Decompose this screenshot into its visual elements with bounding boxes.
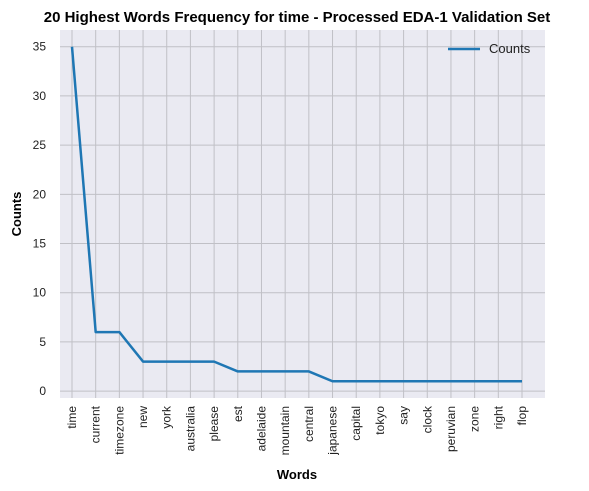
x-tick-labels: time current timezone new york australia pleas… [65, 405, 529, 456]
x-tick-label: current [89, 405, 103, 443]
y-tick-label: 15 [33, 237, 47, 251]
y-tick-label: 10 [33, 286, 47, 300]
x-tick-label: mountain [278, 406, 292, 455]
y-tick-label: 0 [39, 384, 46, 398]
y-tick-labels: 0 5 10 15 20 25 30 35 [33, 40, 47, 398]
y-tick-label: 25 [33, 138, 47, 152]
x-tick-label: adelaide [254, 406, 268, 452]
x-tick-label: right [491, 405, 505, 429]
y-axis-label: Counts [9, 192, 24, 237]
legend-label-counts: Counts [489, 41, 531, 56]
y-tick-label: 20 [33, 187, 47, 201]
chart-title: 20 Highest Words Frequency for time - Pr… [44, 9, 551, 26]
x-tick-label: new [136, 406, 150, 428]
y-tick-label: 35 [33, 40, 47, 54]
x-tick-label: australia [183, 406, 197, 452]
x-tick-label: time [65, 406, 79, 429]
x-tick-label: york [160, 405, 174, 429]
x-tick-label: capital [349, 406, 363, 441]
plot-area [60, 30, 545, 398]
x-tick-label: est [231, 405, 245, 422]
x-tick-label: flop [515, 406, 529, 426]
y-tick-label: 30 [33, 89, 47, 103]
y-tick-label: 5 [39, 335, 46, 349]
x-tick-label: say [397, 406, 411, 425]
x-tick-label: peruvian [444, 406, 458, 452]
x-tick-label: please [207, 406, 221, 442]
x-tick-label: central [302, 406, 316, 442]
x-tick-label: clock [420, 405, 434, 433]
x-tick-label: japanese [326, 406, 340, 456]
x-axis-label: Words [277, 467, 317, 482]
x-tick-label: timezone [112, 406, 126, 455]
x-tick-label: tokyo [373, 406, 387, 435]
x-tick-label: zone [468, 406, 482, 432]
